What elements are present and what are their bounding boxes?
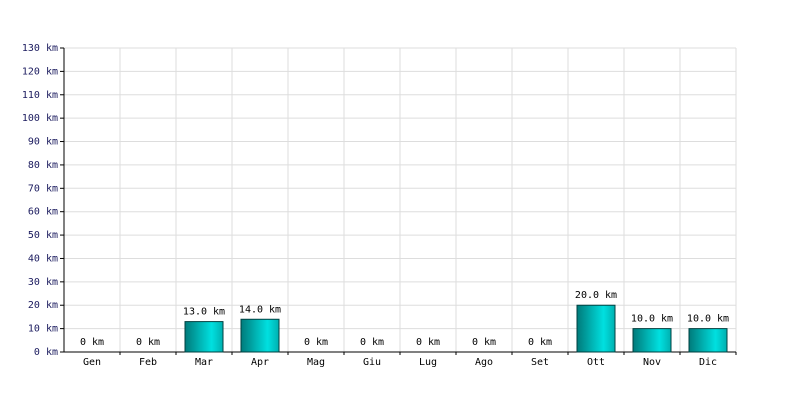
value-label: 0 km xyxy=(80,337,104,348)
value-label: 13.0 km xyxy=(183,307,225,318)
y-tick-label: 90 km xyxy=(28,137,58,148)
y-tick-label: 70 km xyxy=(28,183,58,194)
y-tick-label: 40 km xyxy=(28,253,58,264)
x-tick-label: Ago xyxy=(475,357,493,368)
value-label: 0 km xyxy=(136,337,160,348)
x-tick-label: Set xyxy=(531,357,549,368)
bar xyxy=(688,328,728,353)
x-tick-label: Apr xyxy=(251,357,269,368)
y-tick-label: 20 km xyxy=(28,300,58,311)
value-label: 0 km xyxy=(360,337,384,348)
y-tick-label: 120 km xyxy=(22,66,58,77)
value-label: 0 km xyxy=(304,337,328,348)
value-label: 10.0 km xyxy=(687,314,729,325)
y-tick-label: 30 km xyxy=(28,277,58,288)
y-tick-label: 100 km xyxy=(22,113,58,124)
bar xyxy=(240,318,280,353)
y-tick-label: 130 km xyxy=(22,43,58,54)
x-tick-label: Mag xyxy=(307,357,325,368)
x-tick-label: Dic xyxy=(699,357,717,368)
y-tick-label: 50 km xyxy=(28,230,58,241)
x-tick-label: Gen xyxy=(83,357,101,368)
x-tick-label: Giu xyxy=(363,357,381,368)
y-tick-label: 10 km xyxy=(28,324,58,335)
bar xyxy=(576,304,616,353)
x-tick-label: Feb xyxy=(139,357,157,368)
y-tick-label: 80 km xyxy=(28,160,58,171)
bar xyxy=(184,321,224,353)
value-label: 0 km xyxy=(472,337,496,348)
x-tick-label: Ott xyxy=(587,357,605,368)
value-label: 14.0 km xyxy=(239,304,281,315)
value-label: 0 km xyxy=(416,337,440,348)
x-tick-label: Nov xyxy=(643,357,661,368)
y-tick-label: 0 km xyxy=(34,347,58,358)
y-tick-label: 110 km xyxy=(22,90,58,101)
bar xyxy=(632,328,672,353)
y-tick-label: 60 km xyxy=(28,207,58,218)
value-label: 0 km xyxy=(528,337,552,348)
value-label: 20.0 km xyxy=(575,290,617,301)
x-tick-label: Lug xyxy=(419,357,437,368)
value-label: 10.0 km xyxy=(631,314,673,325)
x-tick-label: Mar xyxy=(195,357,213,368)
